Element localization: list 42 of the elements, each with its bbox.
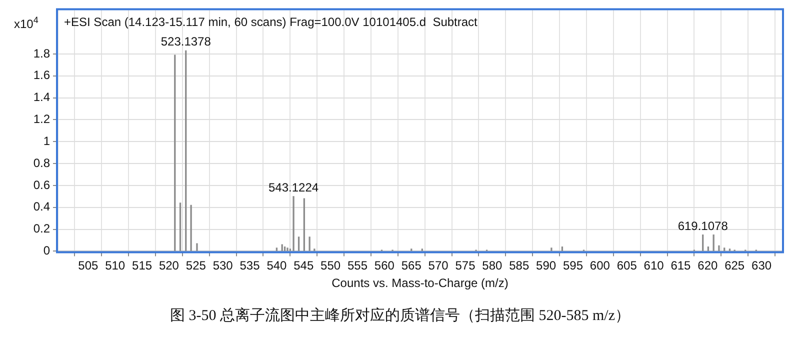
x-tick-label: 580 <box>482 258 503 273</box>
x-tick-label: 550 <box>320 258 341 273</box>
x-tick-label: 555 <box>347 258 368 273</box>
x-tick-label: 595 <box>562 258 584 273</box>
y-tick-label: 0.8 <box>33 156 50 170</box>
caption: 图 3-50 总离子流图中主峰所对应的质谱信号（扫描范围 520-585 m/z） <box>169 306 631 325</box>
x-tick-label: 540 <box>266 258 288 273</box>
x-tick-label: 590 <box>536 258 556 273</box>
x-tick-label: 505 <box>78 258 98 273</box>
text: +ESI Scan (14.123-15.117 min, 60 scans) Frag=100.0V 10101405.d Subtract <box>64 15 478 30</box>
x-tick-label: 600 <box>590 258 610 273</box>
x-tick-label: 575 <box>455 258 476 273</box>
x-tick-label: 525 <box>186 258 206 273</box>
annotation: 523.1378 <box>160 34 212 49</box>
x-tick-label: 605 <box>616 258 638 273</box>
x-tick-label: 520 <box>158 258 180 273</box>
y-tick-label: 0 <box>43 244 50 258</box>
x-tick-label: 560 <box>374 258 395 273</box>
annotation: 543.1224 <box>268 180 319 194</box>
x-tick-label: 610 <box>644 258 664 273</box>
x-tick-label: 570 <box>428 258 449 273</box>
x-tick-label: 625 <box>724 258 745 273</box>
y-tick-label: 0.4 <box>33 200 50 214</box>
x-tick-label: 530 <box>212 258 234 273</box>
y-tick-label: 1.2 <box>33 112 50 126</box>
y-tick-label: 1.8 <box>33 46 50 60</box>
y-tick-label: 0.6 <box>33 178 50 192</box>
y-tick-label: 1.4 <box>33 90 50 104</box>
annotation: 619.1078 <box>678 218 728 233</box>
x-tick-label: 535 <box>240 258 260 273</box>
y-tick-label: 1 <box>43 134 50 148</box>
x-tick-label: 630 <box>752 258 772 273</box>
y-tick-label: 0.2 <box>33 222 50 236</box>
x-tick-label: 545 <box>294 258 314 273</box>
x-tick-label: 615 <box>670 258 692 273</box>
x-axis-title: Counts vs. Mass-to-Charge (m/z) <box>332 276 508 290</box>
x-tick-label: 565 <box>401 258 422 273</box>
x-tick-label: 510 <box>105 258 126 273</box>
x-tick-label: 515 <box>132 258 152 273</box>
x-tick-label: 620 <box>698 258 718 273</box>
x-tick-label: 585 <box>509 258 530 273</box>
y-tick-label: 1.6 <box>33 68 50 82</box>
